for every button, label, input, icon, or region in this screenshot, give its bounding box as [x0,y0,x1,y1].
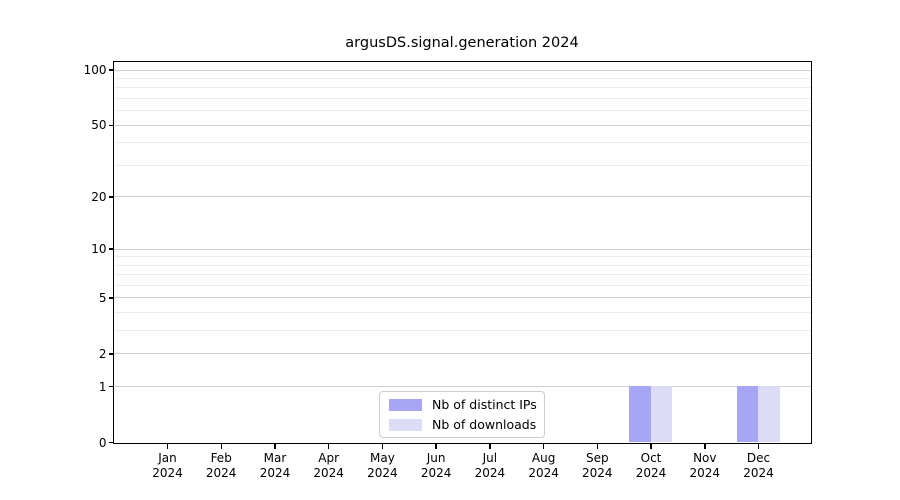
x-tick-mark [650,444,652,449]
x-tick-month: Feb [210,450,232,465]
x-tick-month: Sep [585,450,609,465]
chart-title: argusDS.signal.generation 2024 [345,35,579,51]
x-tick-year: 2024 [420,465,452,480]
legend-entry-downloads: Nb of downloads [389,417,544,432]
x-tick-label: Aug 2024 [512,451,576,481]
x-tick-mark [327,444,330,449]
y-tick-mark [108,353,114,355]
legend-label-downloads: Nb of downloads [432,417,537,432]
x-tick-label: Oct 2024 [619,451,683,481]
gridline-major [114,248,811,250]
plot-area: Nb of distinct IPs Nb of downloads [113,61,812,444]
x-tick-year: 2024 [474,465,506,480]
y-tick-mark [108,385,114,388]
bar-distinct-ips-oct [629,386,651,442]
legend: Nb of distinct IPs Nb of downloads [379,391,545,438]
x-tick-mark [704,444,706,449]
x-tick-label: Feb 2024 [189,451,253,481]
x-tick-year: 2024 [313,465,344,480]
x-tick-month: Oct [640,450,662,465]
x-tick-mark [542,444,545,449]
y-tick-mark [108,124,114,126]
bar-downloads-dec [758,386,780,442]
x-tick-mark [381,444,384,449]
x-tick-label: Dec 2024 [727,451,791,481]
x-tick-label: Sep 2024 [565,451,629,481]
gridline-minor [114,110,811,112]
x-tick-label: Mar 2024 [243,451,307,481]
bar-distinct-ips-dec [736,386,758,442]
x-tick-label: Apr 2024 [297,451,361,481]
x-tick-mark [274,444,276,449]
x-tick-year: 2024 [582,465,613,480]
gridline-minor [114,164,811,166]
y-tick-label: 5 [98,290,107,305]
gridline-minor [114,78,811,79]
y-tick-mark [108,248,114,250]
x-tick-month: Mar [263,450,287,465]
gridline-minor [114,285,811,286]
x-tick-month: Nov [693,450,717,465]
x-tick-mark [757,444,760,449]
x-tick-month: Jul [482,450,498,465]
legend-entry-distinct-ips: Nb of distinct IPs [389,397,544,412]
x-tick-year: 2024 [259,465,291,480]
legend-label-distinct-ips: Nb of distinct IPs [432,397,537,412]
gridline-major [114,353,811,355]
bars-layer [114,62,811,443]
x-tick-label: Jul 2024 [458,451,522,481]
y-tick-mark [108,297,114,299]
y-tick-label: 100 [83,63,107,78]
x-tick-month: May [369,450,395,465]
gridline-minor [114,274,811,276]
gridline-minor [114,330,811,332]
x-tick-year: 2024 [689,465,721,480]
gridline-minor [114,312,811,314]
x-tick-mark [435,444,437,449]
gridline-minor [114,256,811,258]
gridline-major [114,124,811,126]
x-tick-mark [489,444,491,449]
x-tick-mark [166,444,169,449]
x-tick-year: 2024 [528,465,559,480]
gridline-minor [114,142,811,144]
gridline-major [114,297,811,299]
x-tick-year: 2024 [367,465,398,480]
gridlines-layer [114,62,811,443]
x-tick-label: Jan 2024 [136,451,200,481]
x-tick-mark [596,444,599,449]
y-tick-mark [108,69,114,71]
x-tick-month: Dec [746,450,771,465]
y-tick-mark [108,441,114,444]
legend-swatch-downloads [389,418,422,431]
x-tick-year: 2024 [152,465,183,480]
x-tick-month: Apr [318,450,340,465]
x-tick-label: Nov 2024 [673,451,737,481]
x-tick-label: Jun 2024 [404,451,468,481]
x-tick-month: Aug [531,450,556,465]
y-tick-label: 2 [98,346,107,361]
x-tick-month: Jan [158,450,177,465]
gridline-minor [114,87,811,89]
y-tick-mark [108,196,114,198]
gridline-major [114,69,811,71]
bar-downloads-oct [650,386,672,442]
y-tick-label: 10 [91,242,107,256]
x-tick-year: 2024 [205,465,237,480]
y-tick-label: 20 [91,189,107,204]
y-tick-label: 0 [98,435,107,450]
y-tick-label: 50 [91,118,107,133]
gridline-major [114,386,811,388]
y-tick-label: 1 [98,379,107,394]
gridline-major [114,196,811,198]
gridline-minor [114,98,811,100]
x-tick-year: 2024 [743,465,774,480]
x-tick-label: May 2024 [350,451,414,481]
x-tick-year: 2024 [635,465,667,480]
x-tick-mark [220,444,222,449]
x-tick-month: Jun [426,450,446,465]
legend-swatch-distinct-ips [389,398,422,411]
gridline-minor [114,264,811,266]
